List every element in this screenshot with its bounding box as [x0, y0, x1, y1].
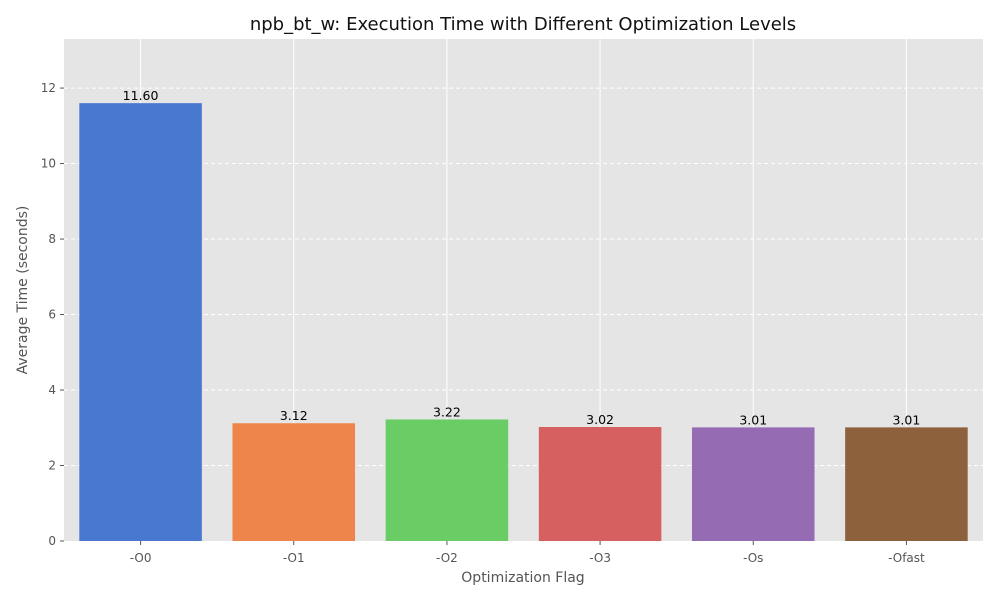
bars [79, 103, 968, 542]
bar-value-label: 11.60 [123, 88, 159, 103]
grid [64, 39, 983, 541]
bar-value-label: 3.22 [433, 404, 461, 419]
bar [538, 427, 662, 541]
y-axis-label: Average Time (seconds) [15, 206, 31, 375]
x-axis-ticks: -O0 -O1 -O2 -O3 -Os -Ofast [130, 541, 925, 565]
y-tick-label: 0 [48, 534, 56, 548]
y-tick-label: 8 [48, 232, 56, 246]
x-tick-label: -O3 [589, 551, 611, 565]
y-axis-ticks: 0 2 4 6 8 10 12 [41, 81, 64, 548]
bar-value-label: 3.01 [892, 412, 920, 427]
y-tick-label: 2 [48, 459, 56, 473]
bar [691, 427, 815, 541]
x-tick-label: -O2 [436, 551, 458, 565]
bar [845, 427, 968, 541]
y-tick-label: 4 [48, 383, 56, 397]
x-tick-label: -O1 [283, 551, 305, 565]
y-tick-label: 12 [41, 81, 56, 95]
bar [79, 103, 202, 542]
bar [385, 419, 509, 541]
y-tick-label: 10 [41, 157, 56, 171]
plot-area [64, 39, 983, 541]
bar-value-label: 3.01 [739, 412, 767, 427]
x-axis-label: Optimization Flag [461, 570, 584, 586]
x-tick-label: -Os [743, 551, 763, 565]
bar [232, 423, 356, 541]
chart-title: npb_bt_w: Execution Time with Different … [250, 14, 796, 35]
bar-value-label: 3.02 [586, 412, 614, 427]
x-tick-label: -O0 [130, 551, 152, 565]
data-labels: 11.60 3.12 3.22 3.02 3.01 3.01 [123, 88, 921, 427]
y-tick-label: 6 [48, 308, 56, 322]
bar-value-label: 3.12 [280, 408, 308, 423]
x-tick-label: -Ofast [888, 551, 925, 565]
